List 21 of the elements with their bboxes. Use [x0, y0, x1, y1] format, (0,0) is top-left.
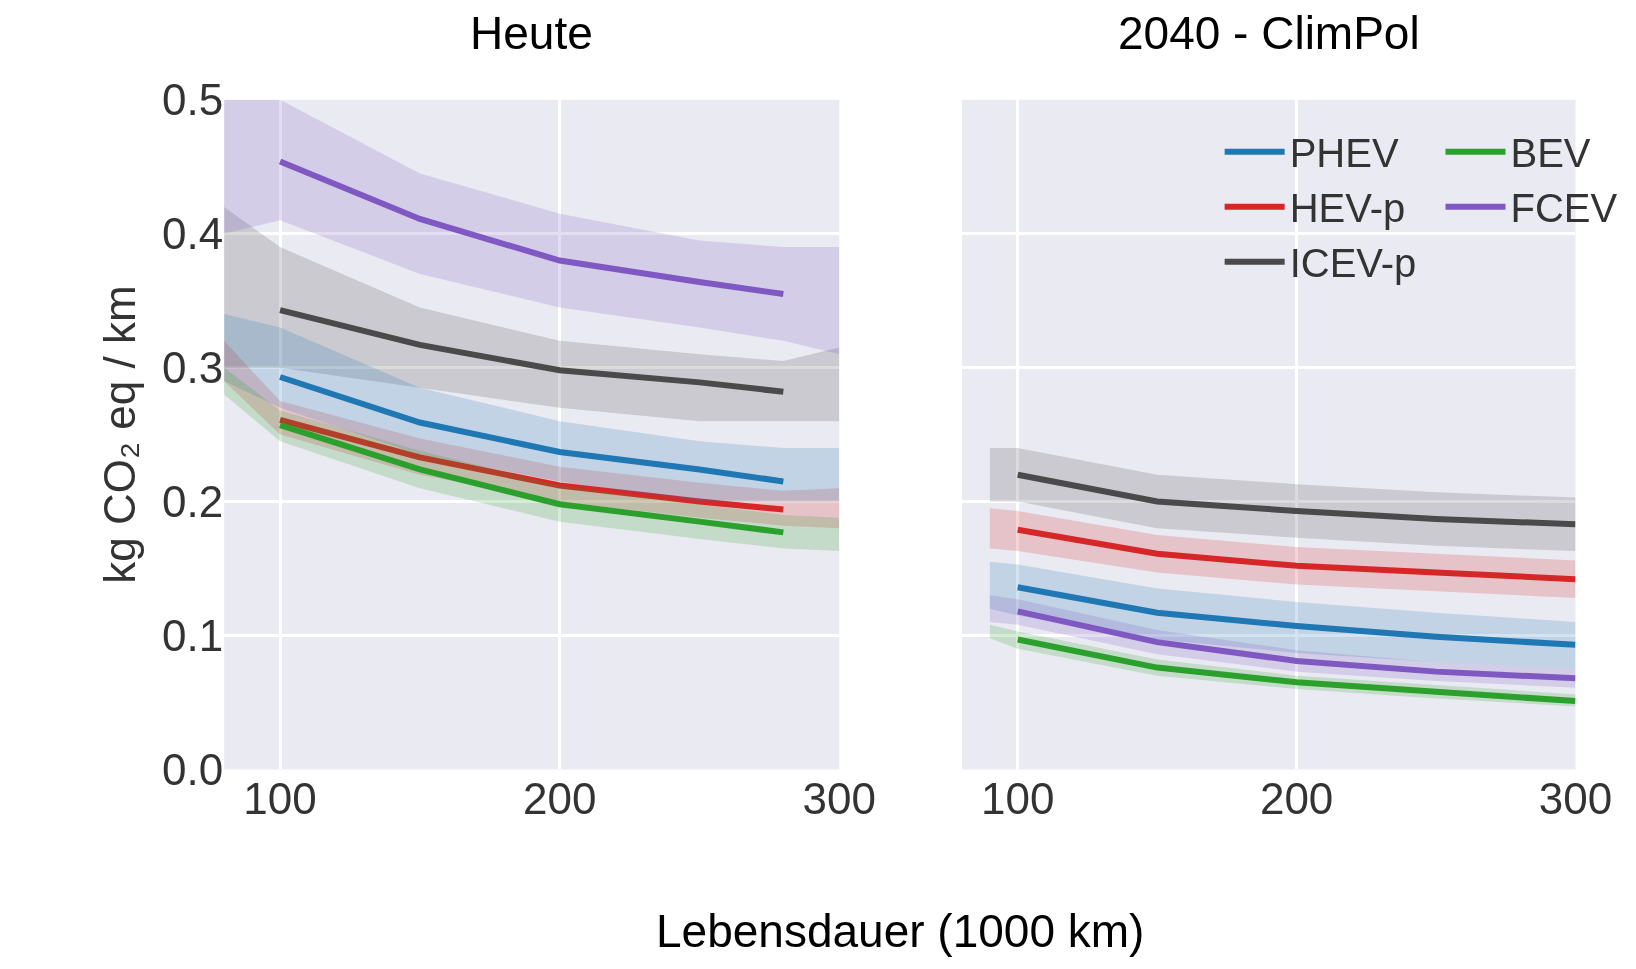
- legend-label: BEV: [1510, 131, 1591, 176]
- chart-title: Heute: [470, 7, 593, 59]
- x-tick-label: 200: [1259, 774, 1334, 824]
- x-tick-label: 300: [1538, 774, 1613, 824]
- y-tick-label: 0.3: [161, 343, 224, 393]
- x-tick-label: 200: [522, 774, 597, 824]
- x-axis-title: Lebensdauer (1000 km): [656, 905, 1145, 957]
- y-tick-label: 0.0: [161, 744, 224, 794]
- legend-label: PHEV: [1289, 131, 1399, 176]
- chart-title: 2040 - ClimPol: [1118, 7, 1420, 59]
- x-tick-label: 100: [243, 774, 317, 824]
- y-tick-label: 0.4: [161, 209, 224, 259]
- y-tick-label: 0.2: [161, 476, 224, 526]
- x-tick-label: 100: [981, 774, 1055, 824]
- x-tick-label: 300: [802, 774, 876, 824]
- y-tick-label: 0.1: [161, 610, 224, 660]
- legend-label: HEV-p: [1289, 186, 1406, 231]
- legend-label: FCEV: [1510, 186, 1618, 231]
- y-axis-title: kg CO₂ eq / km: [95, 285, 145, 584]
- legend-label: ICEV-p: [1289, 241, 1417, 286]
- y-tick-label: 0.5: [161, 75, 224, 125]
